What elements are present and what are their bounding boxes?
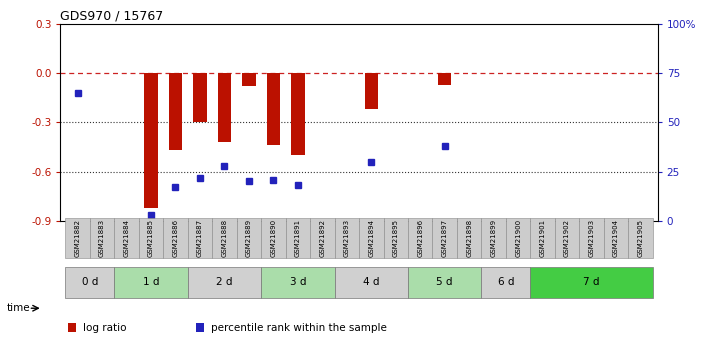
FancyBboxPatch shape <box>310 218 335 258</box>
FancyBboxPatch shape <box>139 218 164 258</box>
Text: GSM21903: GSM21903 <box>589 219 594 257</box>
Bar <box>267 73 280 146</box>
FancyBboxPatch shape <box>408 218 432 258</box>
Text: GSM21893: GSM21893 <box>344 219 350 257</box>
Text: GSM21882: GSM21882 <box>75 219 80 257</box>
Text: GSM21901: GSM21901 <box>540 219 545 257</box>
Bar <box>68 323 76 333</box>
Text: GSM21895: GSM21895 <box>392 219 399 257</box>
FancyBboxPatch shape <box>359 218 383 258</box>
Text: log ratio: log ratio <box>83 323 127 333</box>
Text: GSM21888: GSM21888 <box>221 219 228 257</box>
FancyBboxPatch shape <box>335 218 359 258</box>
Text: GSM21890: GSM21890 <box>270 219 277 257</box>
FancyBboxPatch shape <box>481 218 506 258</box>
Text: GSM21885: GSM21885 <box>148 219 154 257</box>
Text: 7 d: 7 d <box>583 277 600 287</box>
FancyBboxPatch shape <box>114 218 139 258</box>
Text: 6 d: 6 d <box>498 277 514 287</box>
Text: 2 d: 2 d <box>216 277 232 287</box>
FancyBboxPatch shape <box>506 218 530 258</box>
FancyBboxPatch shape <box>457 218 481 258</box>
FancyBboxPatch shape <box>164 218 188 258</box>
FancyBboxPatch shape <box>604 218 629 258</box>
Bar <box>365 73 378 109</box>
Text: 3 d: 3 d <box>289 277 306 287</box>
Text: GSM21892: GSM21892 <box>319 219 326 257</box>
Bar <box>144 73 158 208</box>
Text: GSM21897: GSM21897 <box>442 219 448 257</box>
FancyBboxPatch shape <box>188 267 261 298</box>
FancyBboxPatch shape <box>408 267 481 298</box>
Text: 5 d: 5 d <box>437 277 453 287</box>
Text: GSM21902: GSM21902 <box>564 219 570 257</box>
Text: GSM21900: GSM21900 <box>515 219 521 257</box>
Bar <box>438 73 451 85</box>
FancyBboxPatch shape <box>335 267 408 298</box>
Text: 1 d: 1 d <box>143 277 159 287</box>
FancyBboxPatch shape <box>65 267 114 298</box>
FancyBboxPatch shape <box>90 218 114 258</box>
FancyBboxPatch shape <box>286 218 310 258</box>
Bar <box>218 73 231 142</box>
Text: GSM21896: GSM21896 <box>417 219 423 257</box>
FancyBboxPatch shape <box>530 267 653 298</box>
Text: GSM21884: GSM21884 <box>124 219 129 257</box>
Text: 0 d: 0 d <box>82 277 98 287</box>
Text: GSM21904: GSM21904 <box>613 219 619 257</box>
Bar <box>196 323 204 333</box>
FancyBboxPatch shape <box>212 218 237 258</box>
FancyBboxPatch shape <box>261 218 286 258</box>
Text: GSM21886: GSM21886 <box>173 219 178 257</box>
Text: GSM21887: GSM21887 <box>197 219 203 257</box>
Text: GSM21898: GSM21898 <box>466 219 472 257</box>
FancyBboxPatch shape <box>530 218 555 258</box>
Text: percentile rank within the sample: percentile rank within the sample <box>211 323 387 333</box>
Text: GSM21894: GSM21894 <box>368 219 374 257</box>
Text: GSM21883: GSM21883 <box>99 219 105 257</box>
Text: 4 d: 4 d <box>363 277 380 287</box>
FancyBboxPatch shape <box>383 218 408 258</box>
Bar <box>242 73 256 87</box>
Text: GSM21899: GSM21899 <box>491 219 497 257</box>
Text: GSM21891: GSM21891 <box>295 219 301 257</box>
FancyBboxPatch shape <box>114 267 188 298</box>
Bar <box>169 73 182 150</box>
FancyBboxPatch shape <box>261 267 335 298</box>
FancyBboxPatch shape <box>579 218 604 258</box>
Bar <box>291 73 304 155</box>
FancyBboxPatch shape <box>481 267 530 298</box>
FancyBboxPatch shape <box>432 218 457 258</box>
Text: GSM21905: GSM21905 <box>638 219 643 257</box>
Text: GDS970 / 15767: GDS970 / 15767 <box>60 10 164 23</box>
Text: GSM21889: GSM21889 <box>246 219 252 257</box>
FancyBboxPatch shape <box>629 218 653 258</box>
FancyBboxPatch shape <box>555 218 579 258</box>
FancyBboxPatch shape <box>65 218 90 258</box>
Bar <box>193 73 207 122</box>
Text: time: time <box>7 303 31 313</box>
FancyBboxPatch shape <box>188 218 212 258</box>
FancyBboxPatch shape <box>237 218 261 258</box>
